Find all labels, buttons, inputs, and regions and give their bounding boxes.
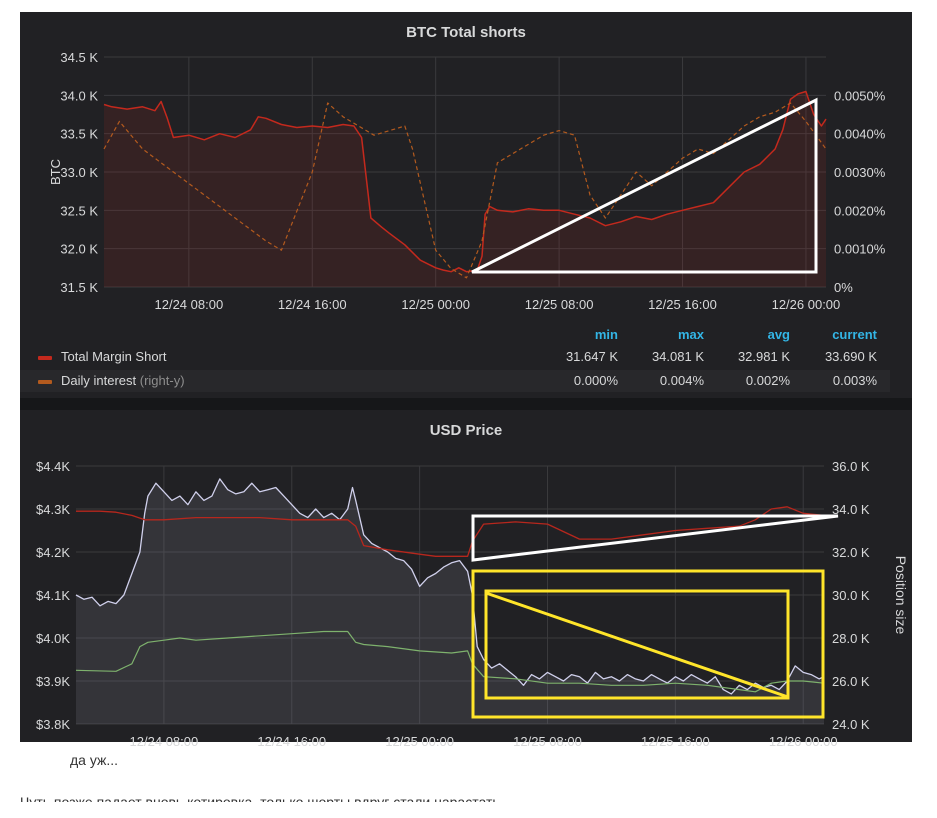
y-tick-label: $4.3K [36,502,70,517]
y2-axis-title: Position size [893,556,909,635]
y-tick-label: 33.5 K [60,127,98,142]
y-tick-label: $4.0K [36,631,70,646]
y2-tick-label: 0.0050% [834,88,886,103]
y-tick-label: 32.0 K [60,242,98,257]
legend-current-value: 0.003% [832,373,877,388]
y-tick-label: 31.5 K [60,280,98,295]
x-tick-label: 12/25 08:00 [513,734,582,749]
btc-shorts-chart: 31.5 K 0% 32.0 K 0.0010% 32.5 K 0.0020% 33.0 K… [48,50,886,312]
y2-tick-label: 32.0 K [832,545,870,560]
post-paragraph-cut: Чуть позже падает вновь котировка, тольк… [20,794,500,802]
y-tick-label: 32.5 K [60,203,98,218]
legend-axis-hint: (right-y) [139,373,185,388]
y-tick-label: 33.0 K [60,165,98,180]
series-swatch[interactable] [38,356,52,360]
x-tick-label: 12/24 08:00 [130,734,199,749]
legend-avg-value: 32.981 K [737,349,790,364]
legend-row-margin-short[interactable]: Total Margin Short 31.647 K 34.081 K 32.… [20,346,890,368]
y-tick-label: $3.8K [36,717,70,732]
y2-tick-label: 24.0 K [832,717,870,732]
y-axis-title: BTC [48,159,63,185]
annotation-box-yellow [471,569,825,719]
y2-tick-label: 0.0020% [834,203,886,218]
x-tick-label: 12/24 16:00 [257,734,326,749]
x-tick-label: 12/25 16:00 [648,297,717,312]
series-line-2 [75,630,825,693]
y2-tick-label: 0.0030% [834,165,886,180]
legend-row-daily-interest[interactable]: Daily interest (right-y) 0.000% 0.004% 0… [20,370,890,392]
usd-price-panel: USD Price $3.8K 24.0 K $3.9K 26.0 K $4.0K 28.… [20,410,912,749]
annotation-triangle-white [471,97,818,274]
legend-current-value: 33.690 K [824,349,877,364]
series-swatch[interactable] [38,380,52,384]
y-tick-label: $4.2K [36,545,70,560]
x-tick-label: 12/24 16:00 [278,297,347,312]
y2-tick-label: 28.0 K [832,631,870,646]
legend-series-name[interactable]: Total Margin Short [61,349,167,364]
x-tick-label: 12/26 00:00 [769,734,838,749]
y-tick-label: $4.1K [36,588,70,603]
y2-tick-label: 36.0 K [832,459,870,474]
btc-shorts-panel: BTC Total shorts 31.5 K 0% 32.0 K 0.0010% 32… [20,12,912,398]
legend-series-name[interactable]: Daily interest (right-y) [61,373,185,388]
series-line-0 [103,90,827,273]
series-area-0 [76,478,824,724]
legend-col-avg[interactable]: avg [767,327,790,342]
x-tick-label: 12/25 16:00 [641,734,710,749]
legend-min-value: 31.647 K [565,349,618,364]
y2-tick-label: 34.0 K [832,502,870,517]
annotation-box-yellow-inner [484,589,790,700]
y-tick-label: $4.4K [36,459,70,474]
dashboard: BTC Total shorts 31.5 K 0% 32.0 K 0.0010% 32… [20,12,912,749]
y-tick-label: 34.5 K [60,50,98,65]
legend-min-value: 0.000% [573,373,618,388]
y-tick-label: $3.9K [36,674,70,689]
y2-tick-label: 0.0010% [834,242,886,257]
x-tick-label: 12/25 00:00 [401,297,470,312]
legend-max-value: 0.004% [659,373,704,388]
post-caption: да уж... [70,752,119,768]
legend-header: min max avg current [20,324,890,346]
annotation-triangle-white [471,514,839,562]
y2-tick-label: 26.0 K [832,674,870,689]
series-line-1 [76,506,825,557]
legend-col-min[interactable]: min [594,327,618,342]
x-tick-label: 12/26 00:00 [772,297,841,312]
y2-tick-label: 30.0 K [832,588,870,603]
x-tick-label: 12/25 00:00 [385,734,454,749]
legend-avg-value: 0.002% [745,373,790,388]
x-tick-label: 12/24 08:00 [155,297,224,312]
panel-title[interactable]: BTC Total shorts [406,24,526,41]
y-tick-label: 34.0 K [60,88,98,103]
panel-title[interactable]: USD Price [429,422,503,439]
annotation-line-yellow [485,591,789,699]
legend-col-current[interactable]: current [832,327,877,342]
series-area-0 [104,91,826,287]
y2-tick-label: 0.0040% [834,127,886,142]
usd-price-chart: $3.8K 24.0 K $3.9K 26.0 K $4.0K 28.0 K $4.1K 30… [36,459,909,749]
y2-tick-label: 0% [834,280,853,295]
x-tick-label: 12/25 08:00 [525,297,594,312]
legend-col-max[interactable]: max [677,327,704,342]
series-line-0 [75,478,825,695]
legend-max-value: 34.081 K [651,349,704,364]
